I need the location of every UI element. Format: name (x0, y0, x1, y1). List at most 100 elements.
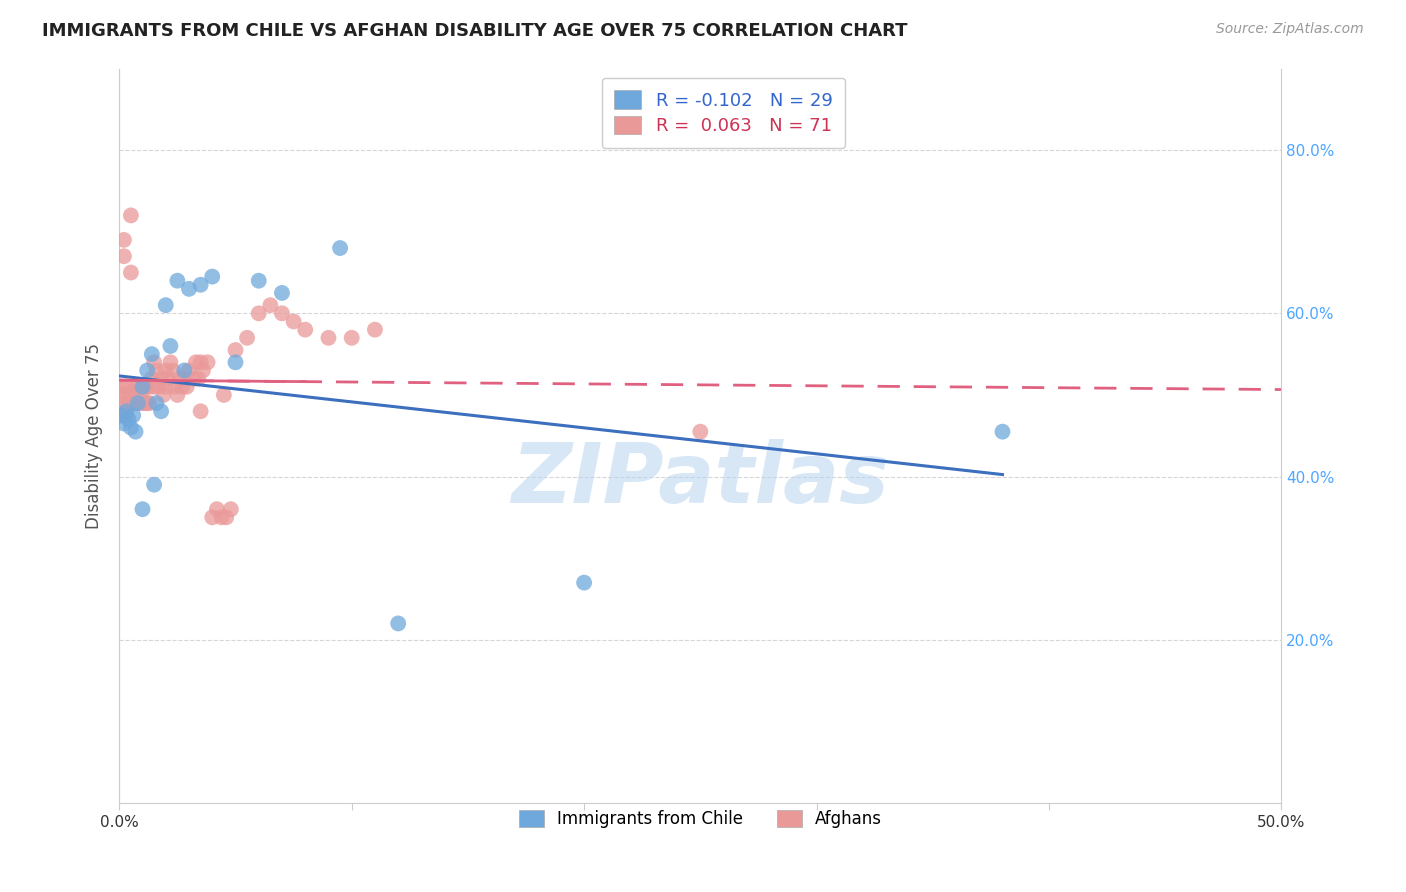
Text: ZIPatlas: ZIPatlas (512, 439, 889, 520)
Point (187, 371, 209, 385)
Point (197, 355, 219, 369)
Point (177, 363, 200, 377)
Point (191, 363, 214, 377)
Point (173, 371, 195, 385)
Point (117, 412, 139, 426)
Point (224, 343, 246, 357)
Point (122, 409, 145, 423)
Point (134, 380, 156, 394)
Point (190, 277, 212, 292)
Point (340, 331, 363, 345)
Point (115, 396, 138, 410)
Point (124, 396, 146, 410)
Point (173, 363, 195, 377)
Point (131, 380, 153, 394)
Point (112, 417, 135, 431)
Legend: Immigrants from Chile, Afghans: Immigrants from Chile, Afghans (512, 804, 889, 835)
Point (110, 409, 132, 423)
Point (136, 396, 159, 410)
Point (166, 274, 188, 288)
Point (127, 396, 149, 410)
Point (212, 388, 235, 402)
Point (190, 355, 212, 369)
Point (329, 241, 352, 255)
Point (247, 274, 270, 288)
Point (215, 510, 238, 524)
Point (177, 282, 200, 296)
Point (155, 298, 177, 312)
Point (318, 331, 340, 345)
Point (689, 425, 711, 439)
Point (120, 208, 142, 222)
Point (159, 355, 181, 369)
Point (110, 380, 132, 394)
Point (166, 388, 188, 402)
Point (138, 396, 160, 410)
Point (572, 575, 595, 590)
Point (150, 371, 173, 385)
Point (129, 388, 152, 402)
Point (184, 355, 207, 369)
Point (271, 306, 294, 320)
Point (110, 396, 132, 410)
Point (211, 510, 233, 524)
Text: IMMIGRANTS FROM CHILE VS AFGHAN DISABILITY AGE OVER 75 CORRELATION CHART: IMMIGRANTS FROM CHILE VS AFGHAN DISABILI… (42, 22, 908, 40)
Point (294, 323, 316, 337)
Point (112, 388, 135, 402)
Point (201, 510, 224, 524)
Point (127, 396, 149, 410)
Point (122, 388, 145, 402)
Point (117, 388, 139, 402)
Point (131, 380, 153, 394)
Point (131, 502, 153, 516)
Point (143, 355, 166, 369)
Point (364, 323, 387, 337)
Y-axis label: Disability Age Over 75: Disability Age Over 75 (86, 343, 103, 529)
Point (115, 404, 138, 418)
Point (190, 404, 212, 418)
Point (148, 380, 170, 394)
Point (143, 477, 166, 491)
Point (112, 249, 135, 263)
Point (110, 409, 132, 423)
Point (259, 298, 281, 312)
Point (138, 380, 160, 394)
Point (155, 363, 177, 377)
Point (141, 371, 163, 385)
Point (271, 285, 294, 300)
Point (124, 380, 146, 394)
Point (117, 396, 139, 410)
Point (115, 380, 138, 394)
Point (162, 363, 184, 377)
Point (183, 371, 205, 385)
Point (157, 371, 180, 385)
Point (387, 616, 409, 631)
Point (170, 380, 193, 394)
Point (112, 233, 135, 247)
Point (127, 380, 149, 394)
Point (176, 380, 198, 394)
Point (991, 425, 1014, 439)
Point (201, 269, 224, 284)
Point (150, 404, 173, 418)
Point (145, 363, 167, 377)
Point (143, 380, 166, 394)
Point (120, 420, 142, 434)
Point (155, 380, 177, 394)
Point (236, 331, 259, 345)
Point (205, 502, 228, 516)
Point (136, 363, 159, 377)
Point (152, 388, 174, 402)
Point (122, 396, 145, 410)
Point (224, 355, 246, 369)
Point (283, 314, 305, 328)
Point (134, 396, 156, 410)
Point (247, 306, 270, 320)
Point (165, 380, 187, 394)
Point (115, 409, 138, 423)
Point (141, 347, 163, 361)
Point (145, 396, 167, 410)
Point (136, 380, 159, 394)
Point (169, 371, 191, 385)
Text: Source: ZipAtlas.com: Source: ZipAtlas.com (1216, 22, 1364, 37)
